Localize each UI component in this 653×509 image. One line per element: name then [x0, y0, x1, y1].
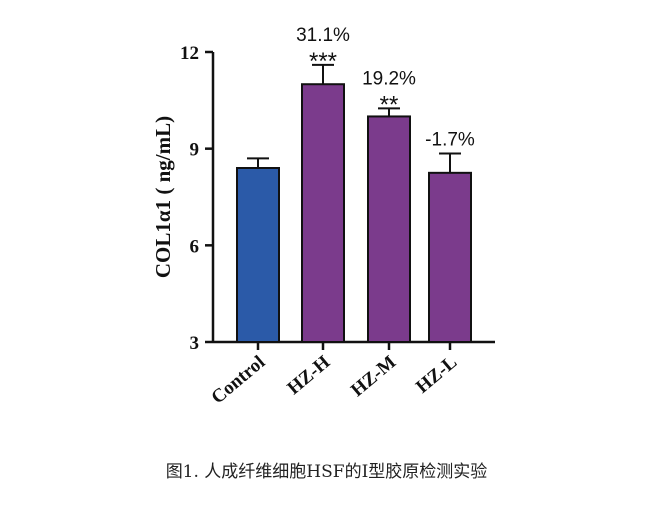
bars — [236, 63, 472, 343]
y-tick-label: 9 — [190, 140, 200, 161]
y-tick-label: 12 — [180, 43, 199, 64]
x-tick-label: HZ-M — [347, 352, 400, 401]
bar-hz-m — [367, 115, 411, 343]
x-tick-label: Control — [207, 352, 269, 409]
bar-chart: 3 6 9 12 COL1α1 ( ng/mL) Control HZ-H HZ-M HZ-L *… — [151, 25, 495, 409]
bar-control — [236, 167, 280, 343]
significance-stars: *** — [309, 48, 337, 75]
y-axis-label: COL1α1 ( ng/mL) — [151, 116, 175, 278]
percent-label: 31.1% — [296, 25, 350, 46]
x-tick-label: HZ-L — [412, 352, 461, 398]
bar-hz-l — [428, 171, 472, 343]
y-tick-label: 3 — [190, 333, 200, 354]
bar-hz-h — [301, 83, 345, 343]
x-tick-label: HZ-H — [284, 352, 335, 399]
percent-label: -1.7% — [425, 130, 475, 151]
significance-stars: ** — [380, 91, 399, 118]
figure-caption: 图1. 人成纤维细胞HSF的I型胶原检测实验 — [165, 462, 488, 482]
percent-label: 19.2% — [362, 68, 416, 89]
y-tick-label: 6 — [190, 236, 200, 257]
